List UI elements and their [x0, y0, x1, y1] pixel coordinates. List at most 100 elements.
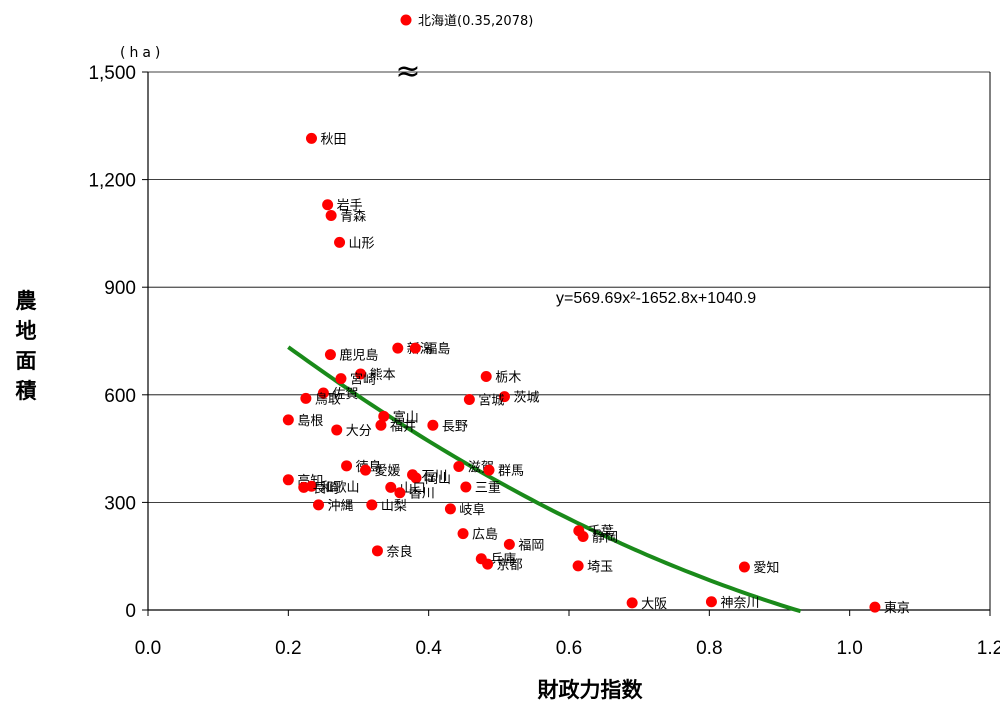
- point-label: 兵庫: [490, 553, 516, 568]
- point-label: 沖縄: [328, 499, 354, 514]
- x-tick-label: 0.4: [415, 638, 442, 659]
- x-tick-label: 0.6: [556, 638, 582, 659]
- point-label: 福井: [390, 419, 416, 434]
- data-point: [322, 199, 334, 211]
- point-label: 宮崎: [350, 372, 376, 388]
- data-point: [385, 481, 397, 493]
- point-label: 大分: [346, 424, 372, 439]
- data-point: [463, 393, 475, 405]
- data-point: [331, 424, 343, 436]
- y-tick-label: 1,200: [88, 171, 136, 192]
- point-label: 千葉: [588, 525, 614, 540]
- point-label: 山梨: [381, 499, 407, 514]
- point-label: 奈良: [386, 544, 412, 560]
- point-label: 広島: [472, 528, 498, 543]
- x-tick-label: 1.0: [836, 638, 862, 659]
- point-label: 神奈川: [720, 596, 759, 611]
- data-point: [371, 545, 383, 557]
- x-tick-labels: 0.0 0.2 0.4 0.6 0.8 1.0 1.2: [135, 610, 1000, 659]
- point-label: 富山: [393, 409, 419, 425]
- data-point: [282, 474, 294, 486]
- point-label: 愛知: [753, 560, 779, 576]
- outlier-point: 北海道(0.35,2078): [400, 14, 533, 29]
- data-point: [375, 419, 387, 431]
- point-label: 鹿児島: [339, 348, 378, 364]
- point-label: 栃木: [495, 371, 521, 386]
- y-tick-label: 0: [125, 601, 136, 622]
- y-tick-label: 600: [104, 386, 136, 407]
- y-axis-title-char: 地: [16, 319, 37, 343]
- data-point: [298, 481, 310, 493]
- point-label: 岩手: [337, 199, 363, 214]
- data-point: [498, 391, 510, 403]
- data-point: [705, 596, 717, 608]
- point-label: 東京: [884, 600, 910, 616]
- point-label: 香川: [409, 487, 435, 502]
- point-label: 大阪: [641, 597, 667, 612]
- data-point: [738, 561, 750, 573]
- data-point: [317, 387, 329, 399]
- gridlines: [148, 71, 990, 503]
- outlier-label: 北海道(0.35,2078): [418, 14, 533, 29]
- data-point: [360, 464, 372, 476]
- data-point: [378, 410, 390, 422]
- y-axis-title: 農地面積: [16, 289, 38, 403]
- point-label: 宮城: [478, 392, 504, 408]
- data-point: [572, 560, 584, 572]
- data-point: [482, 558, 494, 570]
- data-point: [869, 601, 881, 613]
- point-label: 岐阜: [459, 502, 485, 518]
- point-label: 石川: [422, 469, 448, 484]
- data-points: 秋田岩手青森山形鹿児島新潟福島熊本栃木宮崎佐賀鳥取茨城宮城富山島根福井長野大分徳…: [282, 132, 910, 616]
- data-point: [410, 472, 422, 484]
- x-tick-label: 1.2: [977, 638, 1000, 659]
- y-tick-label: 900: [104, 278, 136, 299]
- point-label: 長崎: [313, 481, 339, 496]
- y-axis-title-char: 積: [16, 379, 38, 403]
- y-tick-label: 300: [104, 493, 136, 514]
- point-label: 長野: [442, 419, 468, 434]
- data-point: [334, 236, 346, 248]
- data-point: [483, 464, 495, 476]
- data-point: [313, 499, 325, 511]
- data-point: [457, 528, 469, 540]
- y-axis-title-char: 面: [16, 349, 37, 373]
- data-point: [503, 538, 515, 550]
- point-label: 岡山: [425, 472, 451, 487]
- data-point: [577, 530, 589, 542]
- data-point: [325, 209, 337, 221]
- x-tick-label: 0.2: [275, 638, 301, 659]
- data-point: [392, 342, 404, 354]
- y-tick-label: 1,500: [88, 63, 136, 84]
- point-label: 熊本: [370, 367, 396, 383]
- point-label: 山形: [349, 236, 375, 251]
- point-label: 三重: [475, 480, 501, 496]
- data-point: [409, 342, 421, 354]
- y-axis-title-char: 農: [16, 289, 37, 313]
- point-label: 福島: [424, 342, 450, 357]
- point-label: 京都: [497, 558, 523, 573]
- point-label: 静岡: [592, 530, 618, 545]
- y-unit-label: (ha): [120, 45, 164, 61]
- data-point: [394, 487, 406, 499]
- point-label: 佐賀: [332, 387, 358, 402]
- point-label: 埼玉: [587, 560, 613, 575]
- point-label: 愛媛: [375, 464, 401, 479]
- data-point: [626, 597, 638, 609]
- point-label: 茨城: [513, 391, 539, 406]
- axis-break-marker: ≈: [395, 54, 420, 89]
- point-label: 秋田: [320, 132, 346, 147]
- x-tick-label: 0.0: [135, 638, 161, 659]
- point-label: 群馬: [498, 464, 524, 479]
- x-axis-title: 財政力指数: [538, 678, 644, 702]
- point-label: 山口: [400, 481, 426, 496]
- data-point: [335, 373, 347, 385]
- data-point: [427, 419, 439, 431]
- point-label: 福岡: [518, 538, 544, 553]
- trendline: [287, 345, 802, 614]
- point-label: 鳥取: [315, 392, 341, 407]
- data-point: [282, 414, 294, 426]
- data-point: [453, 461, 465, 473]
- trendline-equation: y=569.69x²-1652.8x+1040.9: [556, 290, 756, 307]
